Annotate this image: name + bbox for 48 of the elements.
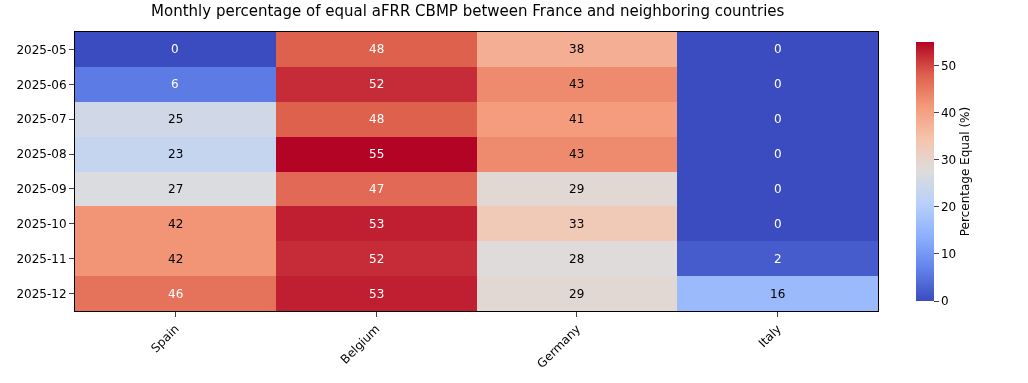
y-tick-label: 2025-09 bbox=[16, 182, 67, 197]
data-label: 42 bbox=[168, 217, 184, 231]
y-tick-label: 2025-11 bbox=[16, 251, 67, 266]
data-label: 41 bbox=[569, 112, 585, 126]
y-tick-label: 2025-06 bbox=[16, 77, 67, 92]
color-bar-label: 40 bbox=[940, 105, 957, 120]
y-tick-label: 2025-12 bbox=[16, 286, 67, 301]
data-label: 46 bbox=[168, 287, 184, 301]
color-bar-label: 30 bbox=[940, 152, 957, 167]
y-tick-label: 2025-07 bbox=[16, 112, 67, 127]
data-label: 28 bbox=[569, 252, 585, 266]
data-label: 6 bbox=[171, 77, 179, 91]
data-label: 53 bbox=[369, 217, 385, 231]
y-tick-label: 2025-08 bbox=[16, 147, 67, 162]
color-bar-label: 20 bbox=[940, 200, 957, 215]
data-label: 0 bbox=[171, 42, 179, 56]
data-label: 23 bbox=[168, 147, 184, 161]
data-label: 0 bbox=[774, 182, 782, 196]
data-label: 29 bbox=[569, 287, 585, 301]
data-label: 29 bbox=[569, 182, 585, 196]
data-label: 0 bbox=[774, 217, 782, 231]
data-label: 52 bbox=[369, 77, 385, 91]
data-label: 27 bbox=[168, 182, 184, 196]
data-label: 48 bbox=[369, 42, 385, 56]
color-bar-title: Percentage Equal (%) bbox=[958, 106, 973, 237]
data-label: 52 bbox=[369, 252, 385, 266]
data-label: 0 bbox=[774, 147, 782, 161]
color-bar-label: 50 bbox=[940, 58, 957, 73]
data-label: 0 bbox=[774, 112, 782, 126]
data-label: 0 bbox=[774, 77, 782, 91]
color-bar-label: 0 bbox=[940, 294, 949, 309]
data-label: 48 bbox=[369, 112, 385, 126]
data-label: 0 bbox=[774, 42, 782, 56]
data-label: 2 bbox=[774, 252, 782, 266]
data-label: 33 bbox=[569, 217, 585, 231]
data-label: 25 bbox=[168, 112, 184, 126]
data-label: 42 bbox=[168, 252, 184, 266]
y-tick-label: 2025-05 bbox=[16, 42, 67, 57]
chart-title: Monthly percentage of equal aFRR CBMP between France and neighboring countries bbox=[151, 2, 785, 21]
data-label: 16 bbox=[770, 287, 786, 301]
data-label: 43 bbox=[569, 77, 585, 91]
data-label: 43 bbox=[569, 147, 585, 161]
data-label: 38 bbox=[569, 42, 585, 56]
data-label: 47 bbox=[369, 182, 385, 196]
y-tick-label: 2025-10 bbox=[16, 217, 67, 232]
data-label: 55 bbox=[369, 147, 385, 161]
data-label: 53 bbox=[369, 287, 385, 301]
color-bar-label: 10 bbox=[940, 247, 957, 262]
